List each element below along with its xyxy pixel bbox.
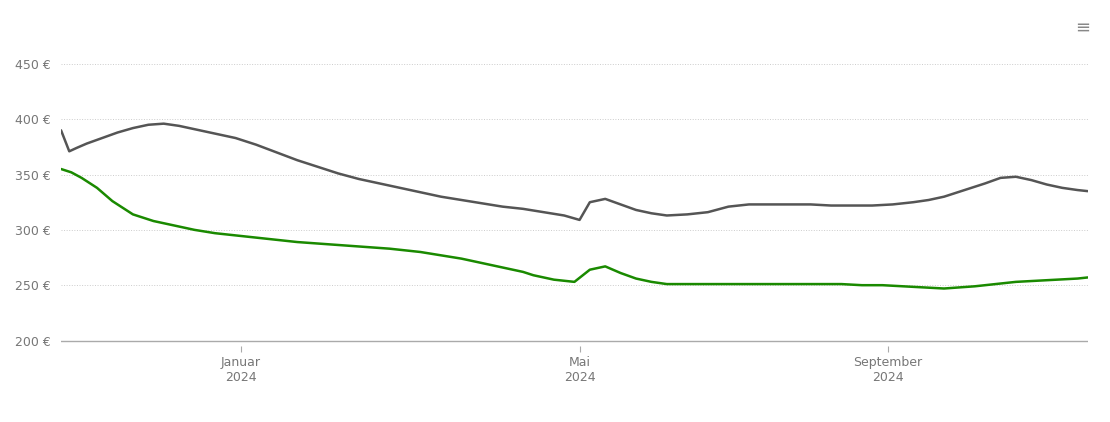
- Text: ≡: ≡: [1074, 19, 1090, 37]
